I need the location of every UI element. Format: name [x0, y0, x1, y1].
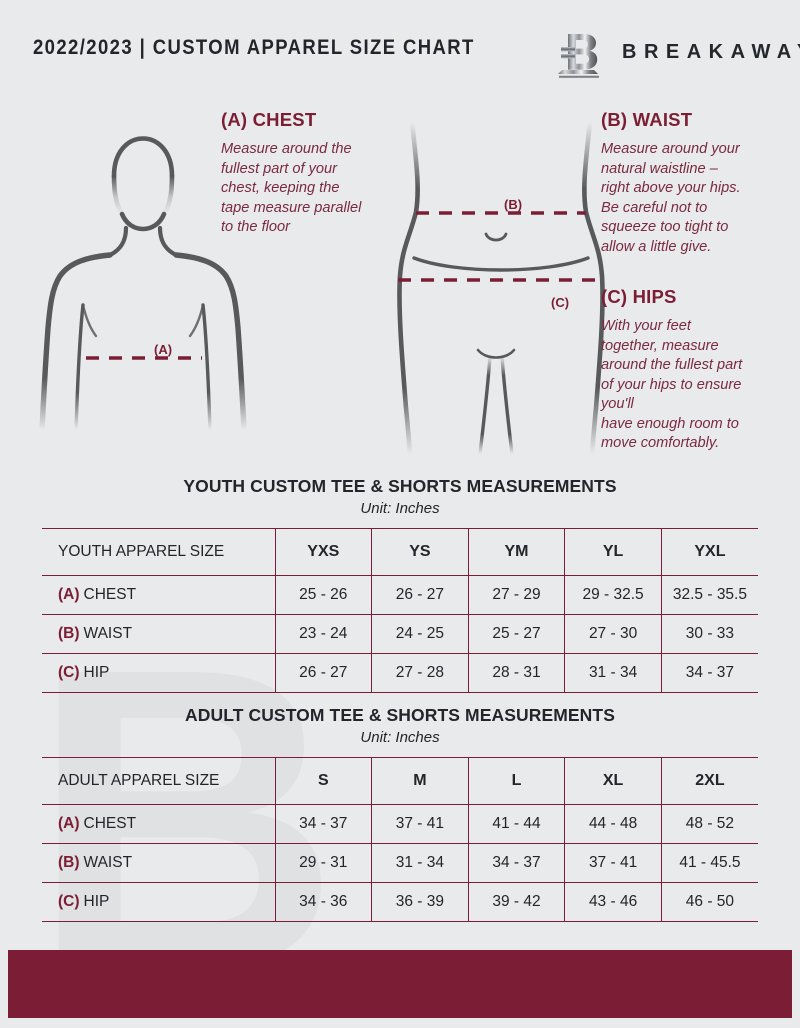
adult-waist-xl: 37 - 41 — [564, 843, 662, 883]
adult-row-label-chest: (A) CHEST — [42, 804, 275, 844]
adult-size-table: ADULT APPAREL SIZE S M L XL 2XL (A) CHEST… — [42, 757, 758, 922]
adult-hip-xl: 43 - 46 — [564, 882, 662, 922]
youth-hip-ym: 28 - 31 — [467, 653, 565, 693]
adult-hip-m: 36 - 39 — [371, 882, 469, 922]
youth-size-col-1: YS — [371, 528, 469, 576]
table-row: (C) HIP 26 - 27 27 - 28 28 - 31 31 - 34 3… — [42, 653, 758, 693]
youth-hip-yl: 31 - 34 — [564, 653, 662, 693]
youth-table-title: YOUTH CUSTOM TEE & SHORTS MEASUREMENTS — [183, 476, 617, 496]
adult-row-label-hip: (C) HIP — [42, 882, 275, 922]
row-label-text: WAIST — [83, 625, 133, 642]
adult-table-unit: Unit: Inches — [360, 729, 440, 746]
youth-header-label: YOUTH APPAREL SIZE — [42, 528, 275, 576]
callout-hips-body: With your feet together, measure around … — [601, 318, 743, 451]
adult-size-col-4: 2XL — [660, 757, 758, 805]
youth-chest-yxl: 32.5 - 35.5 — [660, 575, 758, 615]
youth-chest-yl: 29 - 32.5 — [564, 575, 662, 615]
row-tag-a: (A) — [58, 586, 80, 603]
youth-size-col-2: YM — [467, 528, 565, 576]
adult-waist-2xl: 41 - 45.5 — [660, 843, 758, 883]
youth-table-unit: Unit: Inches — [360, 500, 440, 517]
row-tag-a: (A) — [58, 815, 80, 832]
youth-size-table: YOUTH APPAREL SIZE YXS YS YM YL YXL (A) C… — [42, 528, 758, 693]
youth-row-label-hip: (C) HIP — [42, 653, 275, 693]
adult-chest-s: 34 - 37 — [274, 804, 372, 844]
youth-waist-yl: 27 - 30 — [564, 614, 662, 654]
callout-chest-body: Measure around the fullest part of your … — [221, 141, 362, 235]
adult-size-col-3: XL — [564, 757, 662, 805]
callout-chest-title: (A) CHEST — [221, 109, 317, 130]
youth-size-col-3: YL — [564, 528, 662, 576]
youth-size-col-4: YXL — [660, 528, 758, 576]
adult-chest-xl: 44 - 48 — [564, 804, 662, 844]
footer-bar — [8, 950, 792, 1018]
youth-hip-yxs: 26 - 27 — [274, 653, 372, 693]
youth-waist-yxs: 23 - 24 — [274, 614, 372, 654]
adult-hip-l: 39 - 42 — [467, 882, 565, 922]
youth-waist-yxl: 30 - 33 — [660, 614, 758, 654]
adult-waist-s: 29 - 31 — [274, 843, 372, 883]
table-row: (A) CHEST 34 - 37 37 - 41 41 - 44 44 - 48… — [42, 804, 758, 844]
adult-size-col-0: S — [274, 757, 372, 805]
adult-chest-2xl: 48 - 52 — [660, 804, 758, 844]
adult-hip-2xl: 46 - 50 — [660, 882, 758, 922]
page-title: 2022/2023 | CUSTOM APPAREL SIZE CHART — [33, 36, 475, 59]
adult-waist-l: 34 - 37 — [467, 843, 565, 883]
row-label-text: WAIST — [83, 854, 133, 871]
row-tag-b: (B) — [58, 625, 80, 642]
row-label-text: CHEST — [83, 586, 137, 603]
adult-chest-l: 41 - 44 — [467, 804, 565, 844]
youth-waist-ym: 25 - 27 — [467, 614, 565, 654]
adult-waist-m: 31 - 34 — [371, 843, 469, 883]
upper-body-figure — [39, 136, 247, 433]
table-row: (B) WAIST 29 - 31 31 - 34 34 - 37 37 - 41… — [42, 843, 758, 883]
adult-table-title: ADULT CUSTOM TEE & SHORTS MEASUREMENTS — [185, 705, 615, 725]
table-header-row: ADULT APPAREL SIZE S M L XL 2XL — [42, 757, 758, 805]
callout-waist: (B) WAIST Measure around your natural wa… — [601, 109, 776, 257]
table-row: (A) CHEST 25 - 26 26 - 27 27 - 29 29 - 32… — [42, 575, 758, 615]
table-header-row: YOUTH APPAREL SIZE YXS YS YM YL YXL — [42, 528, 758, 576]
row-label-text: CHEST — [83, 815, 137, 832]
callout-waist-title: (B) WAIST — [601, 109, 693, 130]
youth-waist-ys: 24 - 25 — [371, 614, 469, 654]
lower-body-figure — [397, 119, 605, 457]
youth-chest-yxs: 25 - 26 — [274, 575, 372, 615]
adult-row-label-waist: (B) WAIST — [42, 843, 275, 883]
row-tag-c: (C) — [58, 664, 80, 681]
callout-waist-body: Measure around your natural waistline – … — [601, 141, 741, 255]
table-row: (C) HIP 34 - 36 36 - 39 39 - 42 43 - 46 4… — [42, 882, 758, 922]
adult-size-col-1: M — [371, 757, 469, 805]
adult-size-table-block: ADULT CUSTOM TEE & SHORTS MEASUREMENTS U… — [42, 705, 758, 922]
youth-size-table-block: YOUTH CUSTOM TEE & SHORTS MEASUREMENTS U… — [42, 476, 758, 693]
row-tag-b: (B) — [58, 854, 80, 871]
youth-hip-yxl: 34 - 37 — [660, 653, 758, 693]
page-header: 2022/2023 | CUSTOM APPAREL SIZE CHART — [0, 34, 800, 80]
adult-size-col-2: L — [467, 757, 565, 805]
youth-chest-ys: 26 - 27 — [371, 575, 469, 615]
callout-hips: (C) HIPS With your feet together, measur… — [601, 286, 776, 454]
hips-measure-label: (C) — [551, 295, 570, 310]
callout-hips-title: (C) HIPS — [601, 286, 677, 307]
youth-row-label-chest: (A) CHEST — [42, 575, 275, 615]
youth-hip-ys: 27 - 28 — [371, 653, 469, 693]
breakaway-b-logo-icon — [558, 34, 599, 79]
row-tag-c: (C) — [58, 893, 80, 910]
callout-chest: (A) CHEST Measure around the fullest par… — [221, 109, 393, 238]
row-label-text: HIP — [83, 664, 110, 681]
adult-chest-m: 37 - 41 — [371, 804, 469, 844]
table-row: (B) WAIST 23 - 24 24 - 25 25 - 27 27 - 30… — [42, 614, 758, 654]
row-label-text: HIP — [83, 893, 110, 910]
youth-chest-ym: 27 - 29 — [467, 575, 565, 615]
youth-row-label-waist: (B) WAIST — [42, 614, 275, 654]
adult-header-label: ADULT APPAREL SIZE — [42, 757, 275, 805]
adult-hip-s: 34 - 36 — [274, 882, 372, 922]
brand-wordmark: BREAKAWAY — [622, 41, 800, 63]
waist-measure-label: (B) — [504, 197, 523, 212]
youth-size-col-0: YXS — [274, 528, 372, 576]
chest-measure-label: (A) — [154, 342, 173, 357]
